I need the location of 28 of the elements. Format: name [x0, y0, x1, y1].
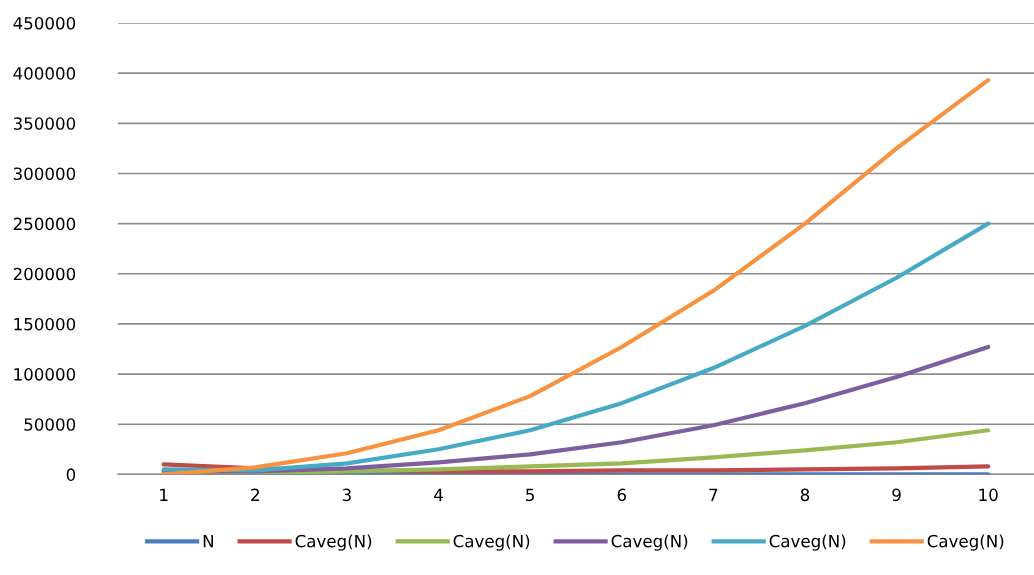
y-tick-label: 150000: [14, 317, 76, 331]
y-tick-label: 200000: [13, 267, 76, 281]
line-series: [161, 221, 991, 473]
y-tick-label: 350000: [13, 117, 76, 130]
x-tick-label: 10: [979, 488, 998, 502]
x-tick-label: 7: [709, 488, 718, 501]
legend-label: Caveg(N): [769, 534, 846, 551]
x-tick-label: 5: [526, 488, 534, 502]
y-tick-label: 250000: [13, 217, 76, 231]
x-tick-label: 4: [434, 488, 443, 501]
x-tick-label: 6: [617, 488, 626, 502]
legend-label: N: [203, 535, 213, 548]
x-tick-label: 1: [160, 488, 168, 501]
legend-label: Caveg(N): [453, 534, 530, 551]
x-tick-label: 9: [892, 488, 901, 502]
y-tick-label: 100000: [14, 368, 76, 381]
line-series: [161, 78, 991, 475]
y-tick-label: 0: [66, 468, 76, 481]
x-tick-label: 2: [251, 488, 259, 501]
y-tick-label: 400000: [13, 67, 76, 80]
legend-label: Caveg(N): [295, 534, 372, 551]
legend-label: Caveg(N): [611, 534, 688, 551]
x-tick-label: 8: [800, 488, 810, 502]
y-tick-label: 300000: [13, 167, 76, 181]
x-tick-label: 3: [342, 488, 351, 502]
y-tick-label: 450000: [13, 16, 76, 30]
legend-label: Caveg(N): [927, 534, 1004, 551]
y-tick-label: 50000: [24, 418, 76, 431]
